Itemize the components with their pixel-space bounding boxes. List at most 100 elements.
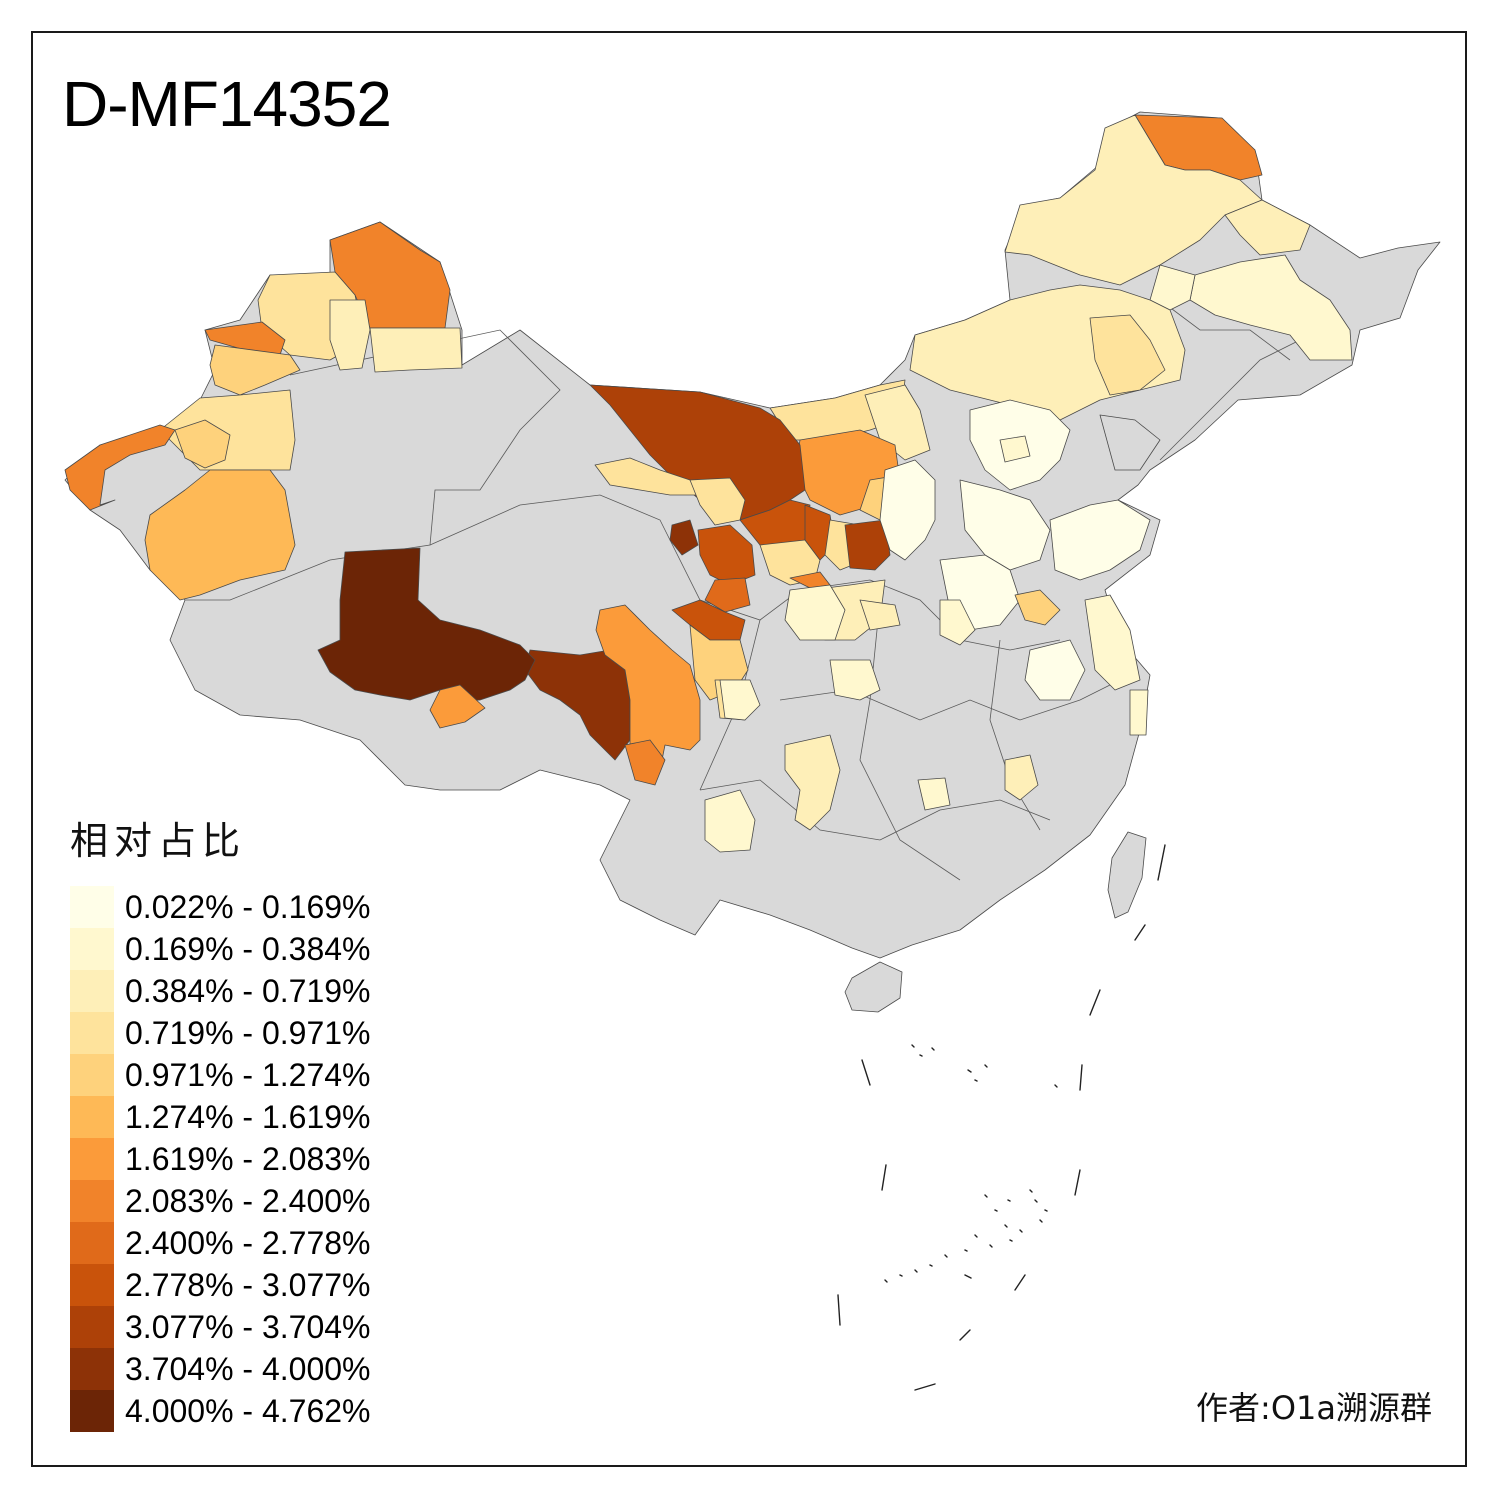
legend-label: 4.000% - 4.762% bbox=[125, 1393, 371, 1429]
island-line bbox=[1134, 924, 1146, 941]
legend-item: 0.022% - 0.169% bbox=[70, 886, 371, 928]
region-hubei-east bbox=[939, 599, 976, 646]
island-dots bbox=[911, 1044, 1058, 1088]
legend-swatch bbox=[70, 1222, 114, 1264]
island-line bbox=[861, 1059, 871, 1086]
author-credit: 作者:O1a溯源群 bbox=[1196, 1389, 1432, 1427]
region-greater-khingan bbox=[1004, 114, 1263, 286]
legend-swatch bbox=[70, 1390, 114, 1432]
island-dots bbox=[884, 1194, 1023, 1283]
region-shigatse-pocket bbox=[429, 684, 486, 729]
region-xian bbox=[829, 659, 881, 701]
island-line bbox=[914, 1383, 936, 1391]
legend-swatch bbox=[70, 1306, 114, 1348]
region-ili bbox=[209, 344, 301, 396]
region-changji bbox=[369, 327, 463, 373]
region-xining bbox=[669, 519, 699, 556]
legend-item: 1.619% - 2.083% bbox=[70, 1138, 371, 1180]
region-karamay bbox=[329, 299, 371, 371]
island-line bbox=[1157, 844, 1166, 881]
island-line bbox=[1089, 989, 1101, 1016]
legend-label: 2.400% - 2.778% bbox=[125, 1225, 371, 1261]
region-huangnan bbox=[704, 577, 751, 613]
region-hebei-south bbox=[959, 479, 1051, 571]
legend-label: 1.274% - 1.619% bbox=[125, 1099, 371, 1135]
legend-label: 0.169% - 0.384% bbox=[125, 931, 371, 967]
region-chifeng bbox=[1089, 314, 1166, 396]
legend-label: 2.083% - 2.400% bbox=[125, 1183, 371, 1219]
legend-label: 0.971% - 1.274% bbox=[125, 1057, 371, 1093]
region-shanxi bbox=[879, 459, 936, 561]
boundary-line bbox=[859, 599, 961, 881]
region-garze bbox=[595, 604, 701, 781]
island-line bbox=[1074, 1169, 1081, 1196]
region-anhui bbox=[1024, 639, 1086, 701]
legend-label: 3.704% - 4.000% bbox=[125, 1351, 371, 1387]
legend-item: 2.083% - 2.400% bbox=[70, 1180, 371, 1222]
legend-label: 0.022% - 0.169% bbox=[125, 889, 371, 925]
region-aksu bbox=[174, 419, 231, 469]
legend-swatch bbox=[70, 886, 114, 928]
boundary-line bbox=[989, 639, 1041, 831]
legend: 相对占比 0.022% - 0.169% 0.169% - 0.384% 0.3… bbox=[70, 816, 371, 1432]
legend-title: 相对占比 bbox=[70, 819, 247, 863]
legend-swatch bbox=[70, 1180, 114, 1222]
region-chongqing bbox=[784, 734, 841, 831]
region-guizhou bbox=[704, 789, 756, 853]
region-hotan bbox=[144, 469, 296, 601]
island-line bbox=[959, 1329, 971, 1341]
legend-item: 2.400% - 2.778% bbox=[70, 1222, 371, 1264]
legend-swatch bbox=[70, 970, 114, 1012]
data-regions bbox=[64, 114, 1353, 853]
island-line bbox=[1014, 1274, 1026, 1291]
region-yaan bbox=[624, 739, 666, 786]
legend-label: 2.778% - 3.077% bbox=[125, 1267, 371, 1303]
internal-boundaries bbox=[185, 299, 1301, 881]
legend-item: 3.704% - 4.000% bbox=[70, 1348, 371, 1390]
south-china-sea-islands bbox=[837, 844, 1166, 1391]
boundary-line bbox=[185, 329, 561, 601]
region-sichuan-east bbox=[719, 679, 761, 721]
boundary-line bbox=[429, 494, 1061, 651]
legend-swatch bbox=[70, 1012, 114, 1054]
legend-swatch bbox=[70, 1264, 114, 1306]
region-yulin bbox=[844, 519, 891, 571]
region-kashgar bbox=[64, 424, 176, 511]
region-hanzhong bbox=[859, 599, 901, 631]
taiwan-island bbox=[1107, 831, 1147, 919]
region-heilongjiang-north bbox=[1224, 199, 1311, 256]
legend-swatch bbox=[70, 1096, 114, 1138]
island-line bbox=[1079, 1064, 1083, 1091]
legend-label: 0.384% - 0.719% bbox=[125, 973, 371, 1009]
legend-item: 0.719% - 0.971% bbox=[70, 1012, 371, 1054]
legend-label: 3.077% - 3.704% bbox=[125, 1309, 371, 1345]
hainan-island bbox=[844, 961, 903, 1013]
island-line bbox=[881, 1164, 887, 1191]
region-hunan bbox=[917, 777, 951, 811]
legend-label: 1.619% - 2.083% bbox=[125, 1141, 371, 1177]
region-north-hills bbox=[784, 584, 846, 641]
region-jiangsu bbox=[1084, 594, 1141, 691]
legend-swatch bbox=[70, 1138, 114, 1180]
map-title: D-MF14352 bbox=[62, 68, 392, 140]
legend-items: 0.022% - 0.169% 0.169% - 0.384% 0.384% -… bbox=[70, 886, 371, 1432]
legend-item: 4.000% - 4.762% bbox=[70, 1390, 371, 1432]
island-line bbox=[837, 1294, 841, 1326]
region-shanghai bbox=[1129, 689, 1149, 736]
region-henan-east bbox=[1014, 589, 1061, 626]
region-shandong bbox=[1049, 499, 1151, 581]
legend-item: 0.384% - 0.719% bbox=[70, 970, 371, 1012]
liaodong-peninsula bbox=[1099, 414, 1161, 471]
boundary-line bbox=[699, 779, 1051, 841]
region-beijing bbox=[999, 435, 1031, 463]
legend-swatch bbox=[70, 1054, 114, 1096]
legend-item: 0.169% - 0.384% bbox=[70, 928, 371, 970]
legend-swatch bbox=[70, 928, 114, 970]
island-dots bbox=[1007, 1189, 1048, 1223]
legend-item: 1.274% - 1.619% bbox=[70, 1096, 371, 1138]
boundary-line bbox=[1159, 299, 1291, 361]
legend-swatch bbox=[70, 1348, 114, 1390]
region-jiangxi bbox=[1004, 754, 1039, 801]
region-jilin-west bbox=[1149, 264, 1196, 311]
